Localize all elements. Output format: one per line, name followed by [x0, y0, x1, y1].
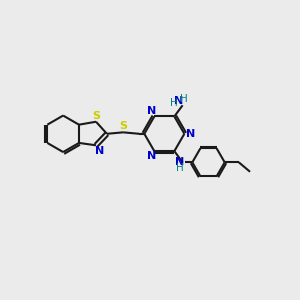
- Text: H: H: [180, 94, 188, 103]
- Text: N: N: [175, 157, 184, 167]
- Text: N: N: [147, 106, 157, 116]
- Text: N: N: [174, 96, 184, 106]
- Text: N: N: [147, 152, 157, 161]
- Text: S: S: [120, 121, 128, 131]
- Text: H: H: [176, 163, 184, 173]
- Text: N: N: [186, 129, 196, 139]
- Text: S: S: [92, 111, 100, 121]
- Text: H: H: [170, 98, 178, 108]
- Text: N: N: [95, 146, 104, 156]
